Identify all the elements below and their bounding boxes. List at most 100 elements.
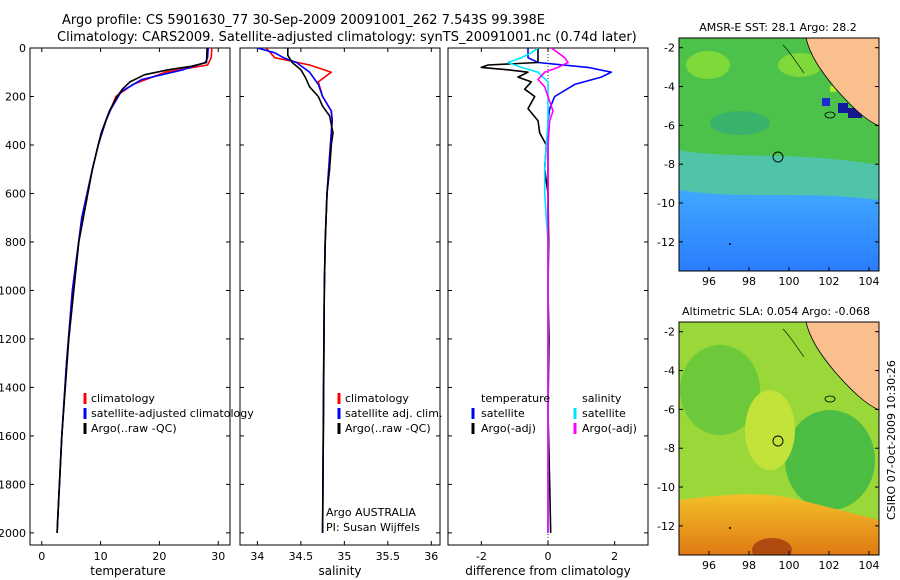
salinity-annotation-line2: PI: Susan Wijffels [326,521,420,534]
sst-warm-pixel [830,86,836,92]
y-tick-label: 400 [5,139,26,152]
series-line-temperature-argo-adj- [480,48,552,533]
x-tick-label: 0 [545,550,552,563]
sla-field-high-region [679,494,879,555]
map-y-tick-label: -4 [664,81,675,94]
series-line-climatology [56,48,213,533]
sst-map-title: AMSR-E SST: 28.1 Argo: 28.2 [699,21,857,34]
map-y-tick-label: -2 [664,42,675,55]
sst-field-cold-region [679,190,879,271]
legend-header-temperature: temperature [481,392,550,405]
y-tick-label: 1400 [0,381,26,394]
y-tick-label: 2000 [0,527,26,540]
map-x-tick-label: 100 [779,275,800,288]
difference-legend: temperature satellite Argo(-adj) salinit… [471,392,637,435]
x-tick-label: 10 [94,550,108,563]
y-tick-label: 1600 [0,430,26,443]
map-y-tick-label: -10 [657,197,675,210]
x-tick-label: 30 [211,550,225,563]
difference-plot: -2 0 2 difference from climatology [447,47,649,578]
map-y-tick-label: -8 [664,158,675,171]
sla-map: Altimetric SLA: 0.054 Argo: -0.068 96 98 1… [657,305,880,572]
salinity-plot-frame [239,47,441,546]
sumatra-land [805,322,879,411]
salinity-plot: 34 34.5 35 35.5 36 salinity Argo AUSTRALIA P… [239,47,441,578]
sla-argo-position-marker [772,435,784,447]
figure-title-line2: Climatology: CARS2009. Satellite-adjuste… [57,30,637,45]
sumatra-land [805,38,879,127]
series-group [257,48,334,533]
salinity-plot-content: 34 34.5 35 35.5 36 [240,47,440,563]
y-tick-label: 1200 [0,333,26,346]
temperature-xlabel: temperature [90,564,165,578]
map-y-tick-label: -10 [657,481,675,494]
legend-label-argo: Argo(..raw -QC) [345,422,431,435]
map-y-tick-label: -12 [657,520,675,533]
map-y-tick-label: -4 [664,365,675,378]
temperature-plot-frame [29,47,231,546]
island-dot [729,243,731,245]
legend-label-climatology: climatology [345,392,409,405]
map-x-tick-label: 102 [819,275,840,288]
sst-map: AMSR-E SST: 28.1 Argo: 28.2 96 98 100 102 10… [657,21,880,288]
island-outline [824,395,836,403]
difference-plot-content: -2 0 2 [448,47,648,563]
series-line-salinity-satellite [507,48,549,533]
sst-map-field [679,38,879,271]
sla-map-frame [678,321,880,556]
map-x-tick-label: 98 [742,275,756,288]
sst-map-frame [678,37,880,272]
sst-argo-position-marker [772,151,784,163]
sst-cold-pixel [848,108,862,118]
sst-cold-pixel [838,103,848,113]
figure-title-line1: Argo profile: CS 5901630_77 30-Sep-2009 … [62,13,546,28]
series-group [480,48,613,533]
series-line-argo-raw-qc- [286,48,334,533]
x-tick-label: 2 [611,550,618,563]
sst-map-ticks: 96 98 100 102 104 -2 -4 -6 -8 -10 -12 [657,42,879,288]
sla-high-patch [745,390,795,470]
map-y-tick-label: -12 [657,236,675,249]
island-dot [729,527,731,529]
y-tick-label: 800 [5,236,26,249]
series-line-temperature-satellite [527,48,613,533]
x-tick-label: 20 [152,550,166,563]
y-tick-label: 1000 [0,284,26,297]
legend-header-salinity: salinity [582,392,622,405]
sla-map-field [679,322,879,555]
island-outline [782,328,805,358]
sla-max-patch [752,538,792,555]
map-x-tick-label: 104 [859,275,880,288]
legend-label-satellite: satellite-adjusted climatology [91,407,254,420]
legend-label-satellite: satellite adj. clim. [345,407,442,420]
legend-label-climatology: climatology [91,392,155,405]
series-line-satellite-adj-clim- [257,48,334,533]
sla-map-title: Altimetric SLA: 0.054 Argo: -0.068 [682,305,870,318]
legend-label-argo: Argo(..raw -QC) [91,422,177,435]
difference-xlabel: difference from climatology [465,564,631,578]
x-tick-label: -2 [476,550,487,563]
x-tick-label: 35 [337,550,351,563]
map-x-tick-label: 96 [702,275,716,288]
sst-warm-patch [778,53,822,77]
legend-label-sal-argo: Argo(-adj) [582,422,637,435]
map-x-tick-label: 102 [819,559,840,572]
x-tick-label: 36 [424,550,438,563]
series-group [56,48,213,533]
legend-label-temp-argo: Argo(-adj) [481,422,536,435]
series-line-salinity-argo-adj- [537,48,569,533]
sst-cool-patch [710,111,770,135]
sst-warm-patch [686,51,730,79]
legend-label-temp-satellite: satellite [481,407,525,420]
series-line-argo-raw-qc- [56,48,208,533]
map-y-tick-label: -6 [664,403,675,416]
legend-label-sal-satellite: satellite [582,407,626,420]
series-line-satellite-adjusted-climatology [56,48,209,533]
x-tick-label: 0 [38,550,45,563]
sla-low-patch [785,410,875,510]
map-y-tick-label: -2 [664,326,675,339]
map-x-tick-label: 98 [742,559,756,572]
sla-patch [680,345,760,435]
map-x-tick-label: 100 [779,559,800,572]
x-tick-label: 35.5 [376,550,401,563]
